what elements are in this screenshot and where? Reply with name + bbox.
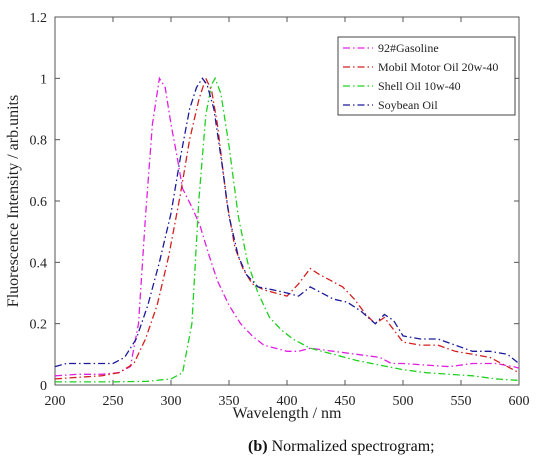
series-lines bbox=[54, 76, 520, 383]
x-tick-label: 400 bbox=[277, 394, 298, 409]
y-tick-label: 1 bbox=[40, 72, 47, 87]
x-tick-label: 200 bbox=[45, 394, 66, 409]
x-axis-ticks: 200 250 300 350 400 450 500 550 600 bbox=[45, 17, 530, 409]
legend-label: Soybean Oil bbox=[378, 98, 438, 112]
y-tick-label: 0.6 bbox=[30, 195, 48, 210]
y-tick-label: 1.2 bbox=[30, 11, 48, 26]
x-tick-label: 250 bbox=[103, 394, 124, 409]
x-tick-label: 600 bbox=[509, 394, 530, 409]
figure-caption: (b) Normalized spectrogram; bbox=[248, 438, 435, 456]
y-axis-ticks: 0 0.2 0.4 0.6 0.8 1 1.2 bbox=[30, 11, 519, 394]
series-line-4 bbox=[54, 77, 520, 368]
legend: 92#Gasoline Mobil Motor Oil 20w-40 Shell O… bbox=[337, 36, 516, 116]
caption-label: (b) bbox=[248, 438, 268, 455]
x-tick-label: 300 bbox=[161, 394, 182, 409]
legend-label: Shell Oil 10w-40 bbox=[378, 79, 461, 93]
legend-label: Mobil Motor Oil 20w-40 bbox=[378, 60, 498, 74]
series-line-3 bbox=[55, 76, 520, 383]
y-axis-title: Fluorescence Intensity / arb.units bbox=[5, 95, 22, 307]
series-line-2 bbox=[54, 76, 520, 380]
y-tick-label: 0.4 bbox=[30, 256, 48, 271]
y-tick-label: 0 bbox=[40, 379, 47, 394]
legend-box bbox=[337, 36, 516, 116]
x-axis-title: Wavelength / nm bbox=[233, 405, 342, 422]
y-tick-label: 0.2 bbox=[30, 318, 48, 333]
x-tick-label: 500 bbox=[393, 394, 414, 409]
y-tick-label: 0.8 bbox=[30, 134, 48, 149]
x-tick-label: 350 bbox=[219, 394, 240, 409]
legend-label: 92#Gasoline bbox=[378, 41, 439, 55]
caption-text: Normalized spectrogram; bbox=[267, 438, 435, 455]
x-tick-label: 450 bbox=[335, 394, 356, 409]
x-tick-label: 550 bbox=[451, 394, 472, 409]
